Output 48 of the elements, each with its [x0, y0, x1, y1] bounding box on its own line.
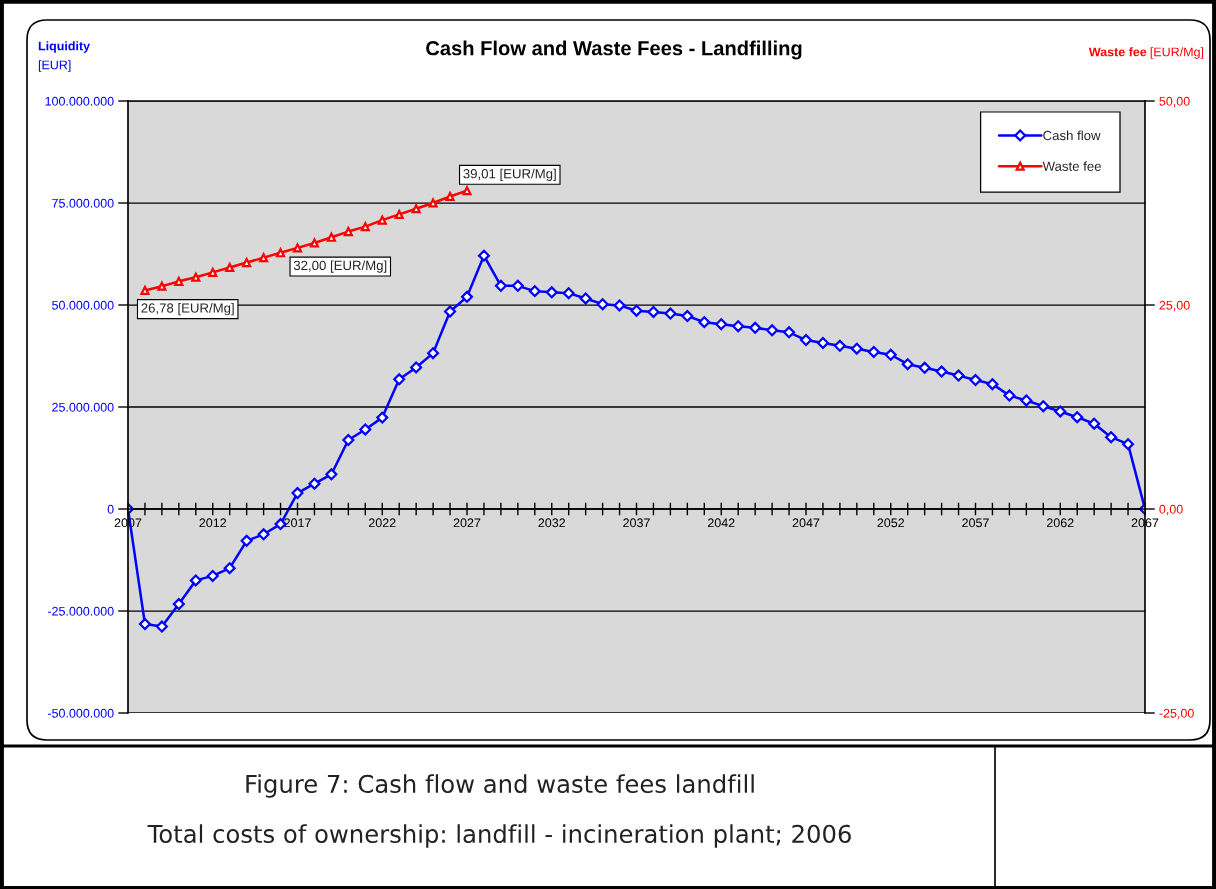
point	[343, 226, 353, 237]
legend-label: Waste fee	[1042, 161, 1101, 171]
y-tick-label: 0	[107, 504, 114, 514]
y-tick-label: 50.000.000	[52, 300, 114, 310]
data-label: 32,00 [EUR/Mg]	[293, 260, 387, 273]
data-label: 39,01 [EUR/Mg]	[463, 168, 556, 181]
point	[140, 285, 150, 296]
point	[292, 243, 303, 253]
point	[326, 232, 336, 242]
point	[309, 238, 320, 248]
point	[157, 281, 167, 291]
point	[411, 204, 421, 214]
y2-axis-title: Waste fee [EUR/Mg]	[1088, 47, 1204, 59]
y-tick-label: -50.000.000	[47, 708, 114, 718]
text: Total costs of ownership: landfill - incineration plant; 2006	[147, 824, 851, 848]
y2-tick-label: 25,00	[1159, 300, 1190, 312]
y2-tick-label: 0,00	[1159, 504, 1183, 516]
chart-title: Cash Flow and Waste Fees - Landfilling	[426, 40, 802, 60]
point	[394, 209, 404, 220]
y2-tick-label: -25,00	[1159, 708, 1194, 720]
point	[174, 276, 184, 286]
point	[445, 191, 455, 202]
x-tick-label: 2042	[707, 518, 735, 528]
x-tick-label: 2052	[877, 518, 905, 528]
x-tick-label: 2037	[623, 518, 650, 528]
point	[208, 267, 218, 277]
x-tick-label: 2012	[199, 518, 227, 528]
point	[242, 257, 252, 268]
point	[225, 262, 235, 273]
x-tick-label: 2047	[792, 518, 820, 528]
x-tick-label: 2057	[962, 518, 989, 528]
x-tick-label: 2062	[1046, 518, 1074, 528]
data-label: 26,78 [EUR/Mg]	[141, 302, 234, 316]
caption: Figure 7: Cash flow and waste fees landfill	[246, 774, 754, 798]
point	[191, 272, 201, 282]
point	[377, 215, 387, 225]
y-axis-title: Liquidity [EUR]	[38, 41, 91, 72]
point	[462, 186, 472, 196]
x-tick-label: 2032	[538, 518, 566, 528]
y-tick-label: 25.000.000	[52, 402, 114, 412]
x-tick-label: 2022	[368, 518, 396, 528]
legend-label: Cash flow	[1043, 130, 1101, 141]
y-tick-label: 75.000.000	[52, 198, 114, 208]
point	[428, 198, 438, 208]
y-tick-label: 100.000.000	[45, 96, 114, 106]
y2-tick-label: 50,00	[1159, 96, 1190, 108]
x-tick-label: 2027	[453, 518, 481, 528]
y-tick-label: -25.000.000	[47, 606, 114, 616]
